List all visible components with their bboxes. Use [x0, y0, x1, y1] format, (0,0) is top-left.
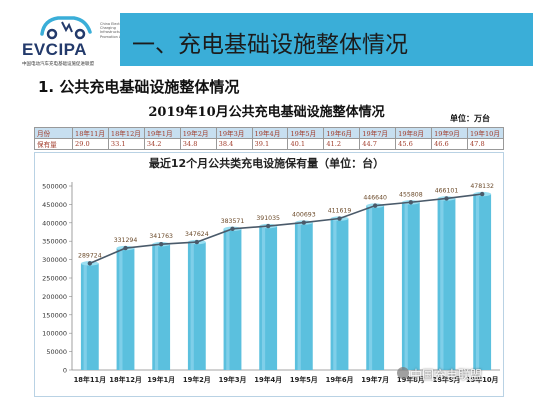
y-tick-label: 100000	[42, 330, 67, 338]
data-label: 455808	[399, 191, 423, 198]
table-value-cell: 29.0	[72, 138, 109, 150]
data-label: 400693	[292, 212, 316, 219]
x-tick-label: 19年1月	[147, 375, 175, 384]
data-label: 478132	[470, 183, 494, 190]
wechat-icon	[397, 367, 409, 379]
bar	[294, 222, 313, 370]
bar-highlight	[261, 226, 266, 370]
car-plug-icon	[40, 16, 92, 40]
title-bar: 一、充电基础设施整体情况	[120, 13, 533, 66]
table-value-cell: 38.4	[215, 138, 253, 150]
page-title: 一、充电基础设施整体情况	[132, 32, 408, 58]
y-tick-label: 50000	[46, 348, 67, 356]
data-label: 411619	[328, 208, 352, 215]
table-value-cell: 34.2	[143, 138, 181, 150]
trend-point	[479, 191, 485, 197]
bar-highlight	[333, 218, 337, 370]
table-value-cell: 44.7	[359, 138, 397, 150]
trend-line	[89, 193, 483, 265]
x-tick-label: 19年10月	[466, 375, 499, 384]
table-value-cell: 47.8	[466, 138, 505, 150]
bar-highlight	[226, 228, 230, 370]
logo-subtitle-cn: 中国电动汽车充电基础设施促进联盟	[22, 62, 94, 67]
table-value-cell: 45.6	[395, 138, 433, 150]
bar-highlight	[119, 248, 123, 370]
x-tick-label: 18年11月	[74, 375, 107, 384]
y-tick-label: 350000	[42, 238, 67, 246]
x-tick-label: 18年12月	[109, 375, 142, 384]
trend-point	[158, 242, 164, 247]
summary-table: 月份 18年11月 18年12月 19年1月 19年2月 19年3月 19年4月…	[34, 127, 505, 150]
table-value-cell: 39.1	[251, 138, 289, 150]
table-value-label: 保有量	[34, 138, 73, 150]
data-label: 391035	[256, 215, 280, 222]
y-tick-label: 500000	[42, 183, 67, 191]
table-month-cell: 18年12月	[107, 127, 145, 139]
watermark: 中国充电联盟	[410, 368, 483, 382]
x-tick-label: 19年5月	[290, 375, 318, 384]
trend-point	[123, 245, 128, 251]
logo-name: EVCIPA	[22, 40, 88, 59]
data-label: 341763	[149, 233, 173, 240]
x-tick-label: 19年9月	[433, 375, 461, 384]
y-tick-label: 0	[63, 367, 67, 375]
x-tick-label: 19年4月	[254, 375, 282, 384]
bar-highlight	[404, 202, 408, 370]
x-tick-label: 19年3月	[219, 375, 247, 384]
y-tick-label: 250000	[42, 275, 67, 283]
trend-point	[301, 220, 307, 225]
table-title: 2019年10月公共充电基础设施整体情况	[148, 105, 385, 120]
trend-point	[230, 226, 235, 232]
trend-point	[372, 203, 378, 208]
bar-highlight	[190, 242, 194, 370]
trend-point	[265, 223, 271, 229]
trend-point	[444, 196, 449, 201]
bar-highlight	[368, 205, 373, 370]
x-tick-label: 19年2月	[183, 375, 211, 384]
y-tick-label: 200000	[42, 293, 67, 301]
data-label: 446640	[363, 195, 387, 202]
table-value-cell: 41.2	[323, 138, 361, 150]
x-tick-label: 19年7月	[361, 375, 389, 384]
data-label: 331294	[114, 237, 138, 244]
y-tick-label: 300000	[42, 256, 67, 264]
trend-point	[408, 200, 414, 205]
y-tick-label: 400000	[42, 219, 67, 227]
table-month-cell: 19年10月	[466, 127, 505, 139]
data-label: 383571	[221, 218, 245, 225]
logo-subtitle-en: China Electric Vehicle Charging Infrastr…	[100, 22, 138, 39]
y-tick-label: 150000	[42, 311, 67, 319]
table-value-cell: 33.1	[107, 138, 145, 150]
bar-highlight	[154, 244, 159, 370]
trend-point	[194, 239, 200, 245]
evcipa-logo: EVCIPA China Electric Vehicle Charging I…	[22, 10, 138, 74]
bar-highlight	[440, 198, 444, 370]
bar-highlight	[83, 263, 87, 370]
bar	[401, 202, 420, 370]
x-tick-label: 19年8月	[397, 375, 425, 384]
y-tick-label: 450000	[42, 201, 67, 209]
table-header-row: 月份 18年11月 18年12月 19年1月 19年2月 19年3月 19年4月…	[34, 127, 505, 139]
section-title: 1. 公共充电基础设施整体情况	[38, 78, 240, 96]
trend-point	[87, 261, 93, 266]
bar-highlight	[475, 194, 480, 370]
data-label: 289724	[78, 252, 102, 259]
x-tick-label: 19年6月	[326, 375, 354, 384]
data-label: 466101	[435, 187, 459, 194]
table-value-cell: 34.8	[179, 138, 217, 150]
bar-highlight	[297, 222, 301, 370]
chart-title: 最近12个月公共类充电设施保有量（单位：台）	[148, 157, 385, 170]
unit-label: 单位：万台	[450, 114, 490, 123]
table-value-row: 保有量 29.0 33.1 34.2 34.8 38.4 39.1 40.1 4…	[34, 138, 505, 150]
trend-point	[337, 216, 342, 221]
header: EVCIPA China Electric Vehicle Charging I…	[0, 0, 533, 78]
data-label: 347624	[185, 231, 209, 238]
